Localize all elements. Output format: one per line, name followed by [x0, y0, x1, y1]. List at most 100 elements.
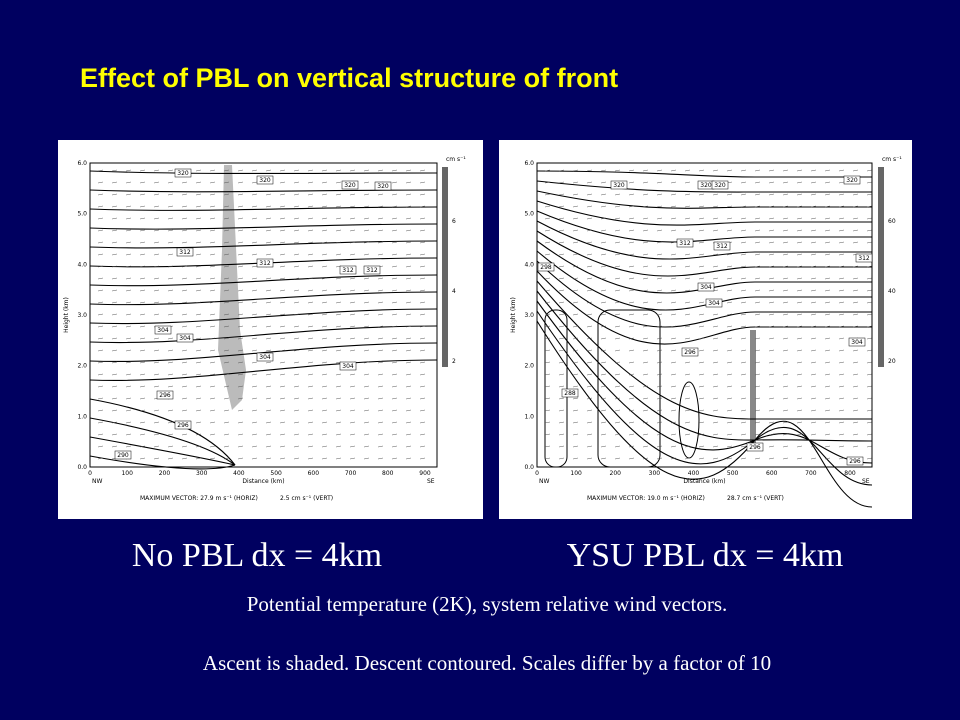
wind-vector	[321, 277, 328, 280]
wind-vector	[740, 445, 747, 448]
colorbar-tick: 4	[452, 288, 456, 295]
wind-vector	[810, 325, 817, 328]
wind-vector	[740, 325, 747, 328]
wind-vector	[558, 217, 565, 220]
wind-vector	[544, 253, 551, 256]
wind-vector	[670, 277, 677, 280]
wind-vector	[97, 205, 104, 208]
wind-vector	[181, 193, 188, 196]
wind-vector	[265, 301, 272, 304]
wind-vector	[586, 181, 593, 184]
wind-vector	[586, 313, 593, 316]
wind-vector	[293, 337, 300, 340]
wind-vector	[349, 301, 356, 304]
wind-vector	[628, 253, 635, 256]
wind-vector	[153, 193, 160, 196]
wind-vector	[768, 373, 775, 376]
wind-vector	[279, 421, 286, 424]
wind-vector	[167, 457, 174, 460]
wind-vector	[642, 193, 649, 196]
wind-vector	[279, 349, 286, 352]
wind-vector	[111, 349, 118, 352]
contour-label: 296	[684, 349, 696, 356]
wind-vector	[754, 457, 761, 460]
wind-vector	[125, 373, 132, 376]
wind-vector	[768, 433, 775, 436]
wind-vector	[223, 169, 230, 172]
wind-vector	[656, 181, 663, 184]
wind-vector	[349, 253, 356, 256]
wind-vector	[237, 193, 244, 196]
wind-vector	[558, 349, 565, 352]
y-tick-label: 1.0	[524, 413, 534, 420]
wind-vector	[349, 433, 356, 436]
wind-vector	[824, 193, 831, 196]
contour-label-box	[713, 241, 731, 251]
wind-vector	[209, 361, 216, 364]
wind-vector	[251, 409, 258, 412]
wind-vector	[614, 313, 621, 316]
contour-label: 320	[177, 170, 189, 177]
wind-vector	[684, 181, 691, 184]
x-tick-label: 300	[196, 470, 208, 477]
wind-vector	[866, 457, 873, 460]
x-tick-label: 100	[570, 470, 582, 477]
wind-vector	[349, 229, 356, 232]
wind-vector	[335, 385, 342, 388]
wind-vector	[335, 337, 342, 340]
contour-label: 304	[157, 327, 169, 334]
wind-vector	[698, 445, 705, 448]
wind-vector	[307, 217, 314, 220]
wind-vector	[558, 253, 565, 256]
wind-vector	[237, 457, 244, 460]
wind-vector	[195, 169, 202, 172]
wind-vector	[740, 421, 747, 424]
wind-vector	[279, 229, 286, 232]
wind-vector	[810, 349, 817, 352]
wind-vector	[251, 169, 258, 172]
wind-vector	[153, 349, 160, 352]
wind-vector	[628, 385, 635, 388]
wind-vector	[377, 301, 384, 304]
wind-vector	[279, 289, 286, 292]
wind-vector	[586, 445, 593, 448]
contour-label-box	[848, 337, 866, 347]
wind-vector	[824, 241, 831, 244]
contour-label-box	[176, 247, 194, 257]
wind-vector	[335, 217, 342, 220]
wind-vector	[796, 205, 803, 208]
wind-vector	[600, 385, 607, 388]
wind-vector	[279, 457, 286, 460]
wind-vector	[293, 397, 300, 400]
wind-vector	[670, 205, 677, 208]
wind-vector	[782, 169, 789, 172]
wind-vector	[642, 169, 649, 172]
wind-vector	[866, 301, 873, 304]
wind-vector	[838, 301, 845, 304]
wind-vector	[153, 241, 160, 244]
wind-vector	[656, 421, 663, 424]
wind-vector	[167, 217, 174, 220]
wind-vector	[544, 337, 551, 340]
wind-vector	[768, 301, 775, 304]
wind-vector	[740, 241, 747, 244]
wind-vector	[838, 193, 845, 196]
wind-vector	[796, 301, 803, 304]
wind-vector	[614, 229, 621, 232]
wind-vector	[307, 301, 314, 304]
wind-vector	[754, 205, 761, 208]
wind-vector	[824, 409, 831, 412]
wind-vector	[237, 337, 244, 340]
wind-vector	[810, 445, 817, 448]
wind-vector	[293, 361, 300, 364]
wind-vector	[125, 433, 132, 436]
wind-vector	[852, 361, 859, 364]
wind-vector	[377, 421, 384, 424]
wind-vector	[838, 169, 845, 172]
wind-vector	[335, 181, 342, 184]
wind-vector	[153, 205, 160, 208]
wind-vector	[852, 325, 859, 328]
wind-vector	[810, 409, 817, 412]
wind-vector	[810, 241, 817, 244]
wind-vector	[866, 205, 873, 208]
